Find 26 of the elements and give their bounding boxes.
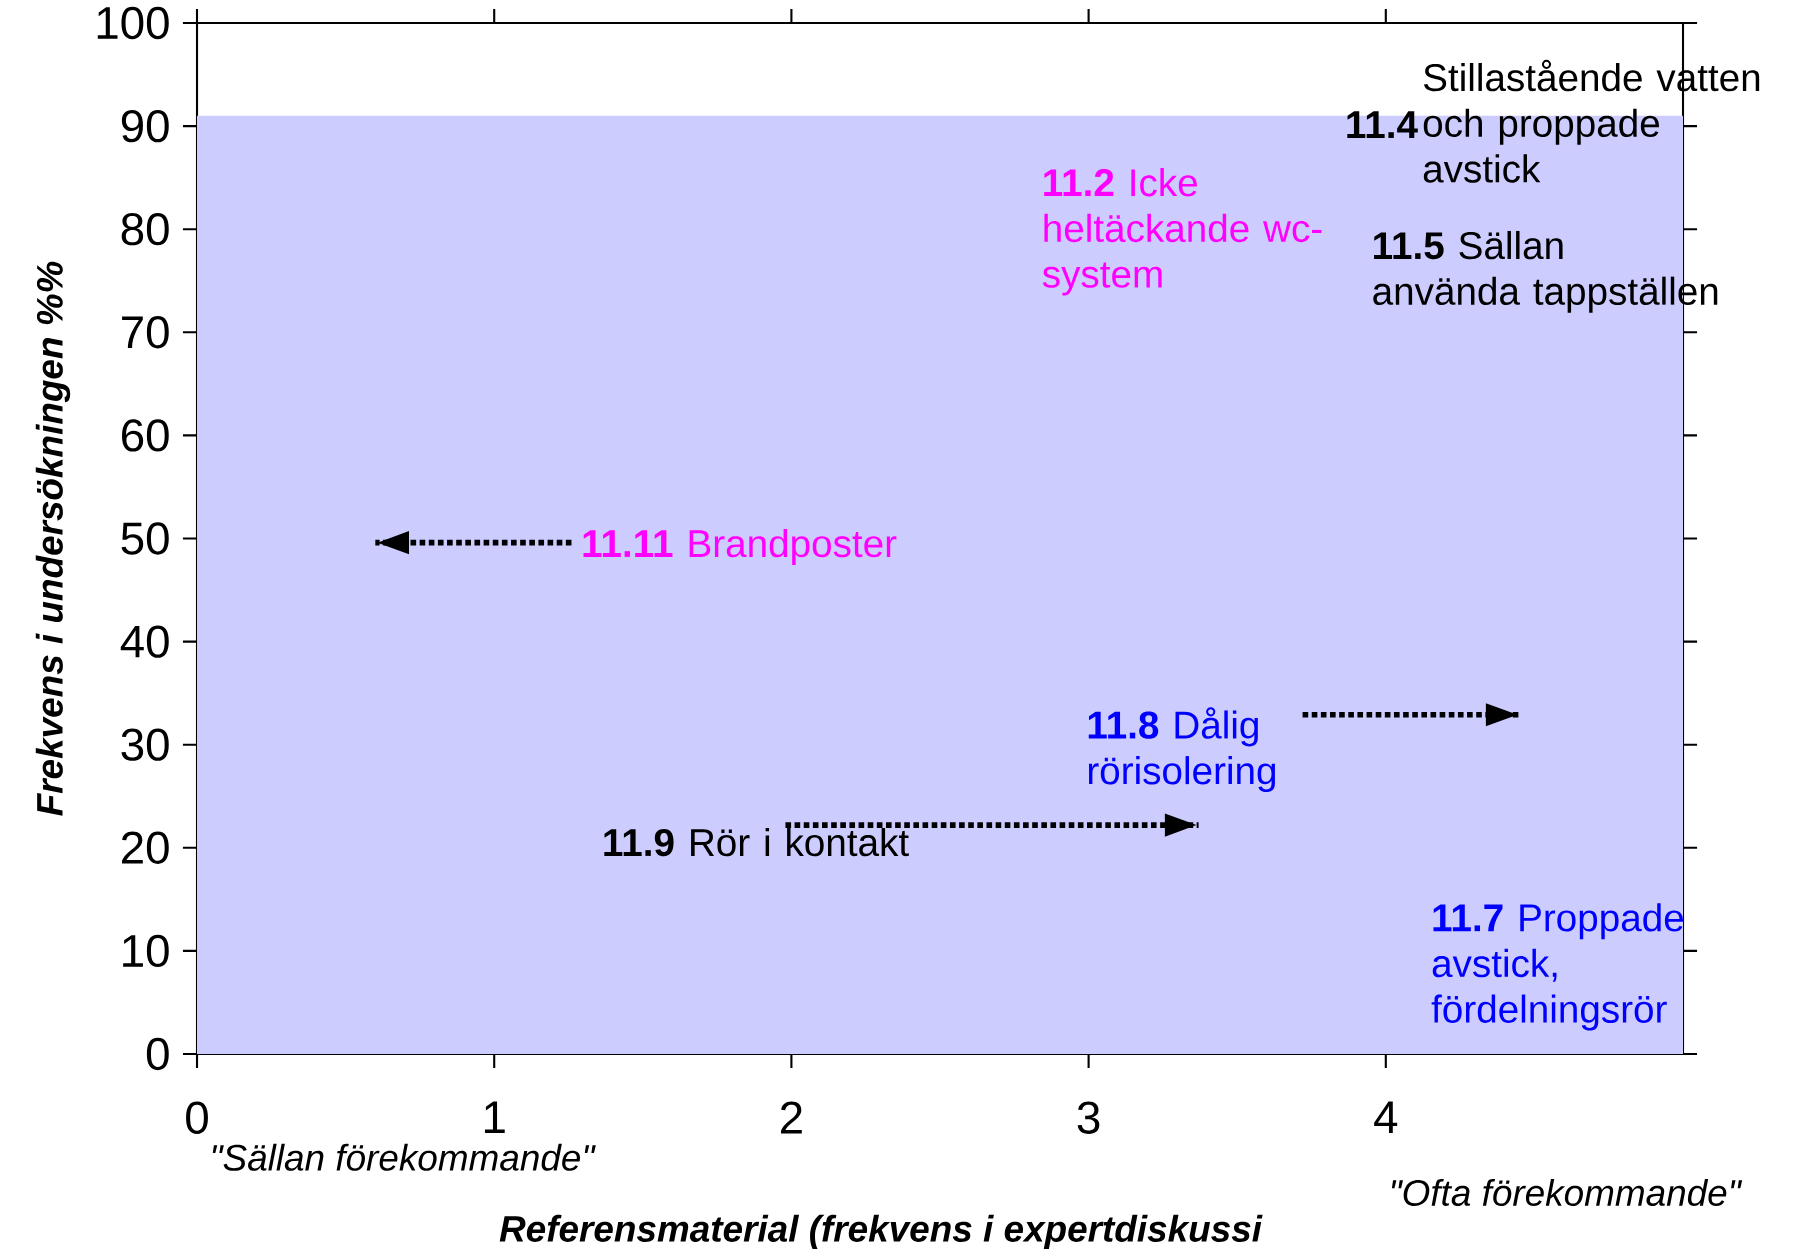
text: "Ofta förekommande"	[1391, 1178, 1743, 1207]
text: "Sällan förekommande"	[212, 1143, 596, 1171]
x-tick-label: 3	[1077, 1101, 1100, 1134]
y-tick-label: 60	[122, 419, 169, 452]
annotation: 11.2 Icke heltäckande wc-system	[1042, 168, 1322, 296]
x-axis-title: Referensmaterial (frekvens i expertdiskussi	[499, 1214, 1263, 1249]
y-tick-label: 10	[123, 934, 169, 968]
y-axis-title: Frekvens i undersökningen %%	[35, 261, 71, 816]
y-tick-label: 20	[122, 831, 169, 864]
y-tick-label: 90	[121, 109, 169, 143]
y-tick-label: 70	[122, 316, 169, 349]
y-tick-label: 0	[146, 1037, 169, 1071]
y-tick-label: 40	[120, 625, 169, 658]
x-tick-label: 4	[1374, 1101, 1398, 1133]
y-tick-label: 100	[97, 6, 169, 40]
annotation: 11.9 Rör i kontakt	[604, 827, 909, 857]
annotation: 11.7 Proppade avstick, fördelningsrör	[1431, 903, 1684, 1031]
annotation: 11.8 Dålig rörisolering	[1088, 707, 1276, 793]
x-tick-label: 0	[186, 1101, 208, 1134]
x-tick-label: 1	[484, 1101, 505, 1133]
annotation: 11.11 Brandposter	[583, 528, 897, 565]
y-tick-label: 50	[121, 522, 169, 555]
annotation: 11.4	[1347, 111, 1418, 138]
y-tick-label: 80	[121, 213, 169, 246]
x-tick-label: 2	[781, 1101, 802, 1134]
y-tick-label: 30	[121, 728, 169, 761]
